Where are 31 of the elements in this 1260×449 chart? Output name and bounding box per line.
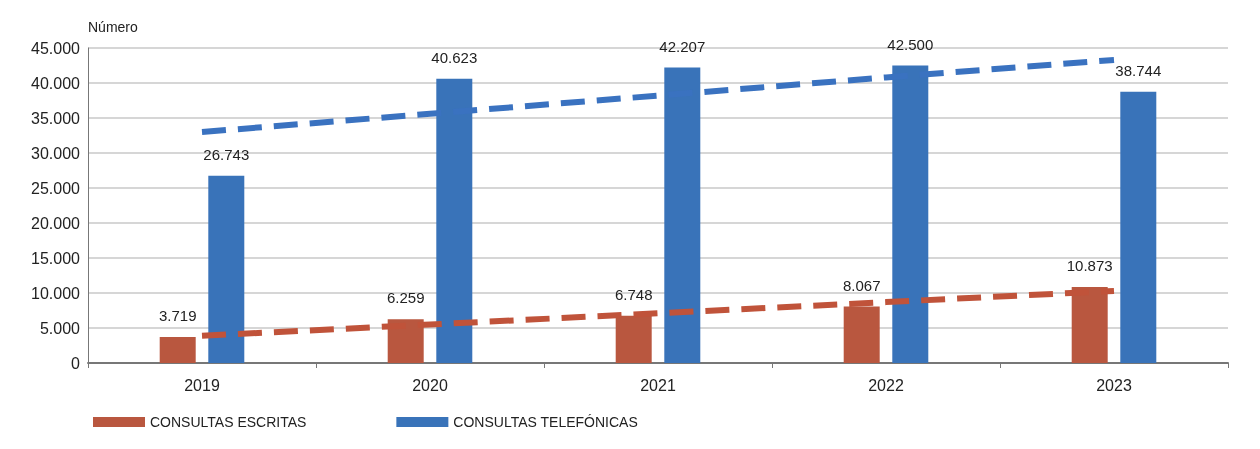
data-label: 42.500 [887,35,934,53]
data-label: 6.748 [614,285,653,303]
y-axis-title: Número [88,19,139,35]
data-label: 40.623 [431,48,478,66]
data-label: 6.259 [386,289,425,307]
data-label: 26.743 [203,145,250,163]
bar [208,175,245,363]
bar [159,336,196,363]
y-tick-label: 0 [71,354,81,372]
y-tick-label: 5.000 [39,319,81,337]
x-tick-label: 2019 [184,376,220,394]
x-tick-label: 2020 [412,376,448,394]
data-label: 42.207 [659,37,706,55]
x-tick-label: 2023 [1096,376,1132,394]
x-tick-label: 2022 [868,376,904,394]
data-label: 10.873 [1066,256,1113,274]
y-tick-label: 15.000 [31,249,81,267]
y-tick-label: 40.000 [31,74,81,92]
data-label: 3.719 [158,306,197,324]
data-label: 8.067 [842,276,881,294]
y-tick-label: 35.000 [31,109,81,127]
y-tick-label: 10.000 [31,284,81,302]
y-tick-label: 25.000 [31,179,81,197]
x-tick-label: 2021 [640,376,676,394]
bar [1120,91,1157,363]
data-label: 38.744 [1115,61,1162,79]
y-tick-label: 30.000 [31,144,81,162]
legend-label: CONSULTAS ESCRITAS [150,414,307,430]
y-tick-label: 20.000 [31,214,81,232]
legend-label: CONSULTAS TELEFÓNICAS [453,414,638,430]
y-tick-label: 45.000 [31,39,81,57]
